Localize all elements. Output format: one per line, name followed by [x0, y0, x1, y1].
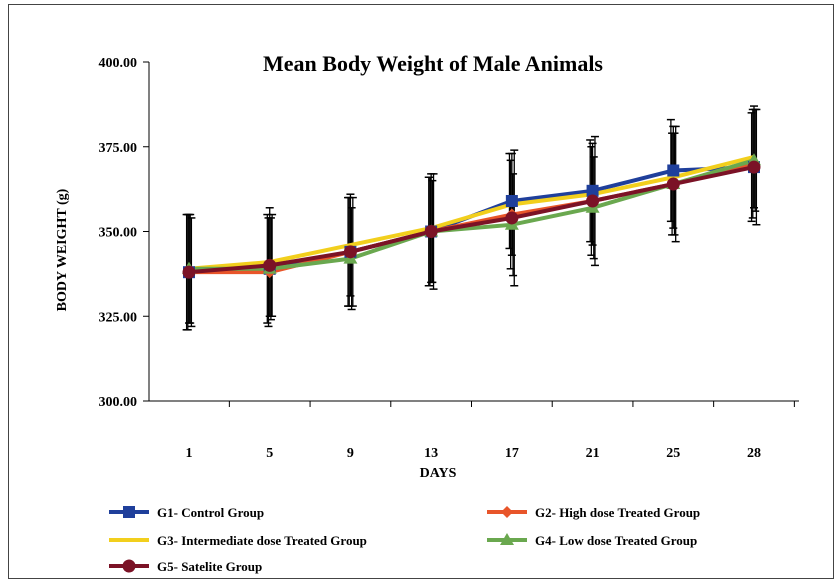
legend-label: G2- High dose Treated Group — [535, 505, 700, 520]
series-lines — [188, 154, 755, 275]
data-point — [747, 160, 761, 174]
series-line — [188, 165, 755, 275]
data-point — [667, 164, 680, 177]
legend-label: G1- Control Group — [157, 505, 264, 520]
data-point — [586, 194, 600, 208]
legend-swatch-marker — [123, 506, 135, 518]
data-point — [505, 211, 519, 225]
legend-swatch-marker — [500, 533, 514, 545]
y-tick-label: 375.00 — [99, 141, 138, 156]
data-point — [505, 194, 518, 207]
legend: G1- Control Group G2- High dose Treated G… — [109, 505, 700, 574]
y-tick-label: 350.00 — [99, 226, 138, 241]
data-point — [424, 225, 438, 238]
legend-item: G5- Satelite Group — [109, 559, 262, 574]
x-axis-label: DAYS — [420, 466, 457, 481]
y-tick-label: 325.00 — [99, 310, 138, 325]
y-axis-label: BODY WEIGHT (g) — [55, 188, 70, 311]
x-tick-label: 5 — [266, 446, 273, 461]
data-point — [263, 258, 277, 272]
x-tick-label: 28 — [747, 446, 761, 461]
data-point — [586, 184, 599, 197]
series-line — [188, 154, 755, 271]
x-tick-label: 25 — [666, 446, 680, 461]
chart-svg: Mean Body Weight of Male Animals DAYS BO… — [55, 51, 799, 574]
legend-item: G1- Control Group — [109, 505, 264, 520]
x-tick-label: 21 — [586, 446, 600, 461]
legend-item: G4- Low dose Treated Group — [487, 533, 697, 548]
legend-label: G4- Low dose Treated Group — [535, 533, 697, 548]
data-point — [182, 265, 196, 279]
x-tick-label: 13 — [424, 446, 438, 461]
legend-swatch-marker — [501, 506, 513, 518]
y-tick-label: 300.00 — [99, 395, 138, 410]
legend-label: G3- Intermediate dose Treated Group — [157, 533, 367, 548]
data-point — [343, 245, 357, 259]
x-tick-label: 9 — [347, 446, 354, 461]
y-tick-label: 400.00 — [99, 56, 138, 71]
x-tick-label: 1 — [186, 446, 193, 461]
legend-swatch-marker — [122, 559, 136, 573]
legend-label: G5- Satelite Group — [157, 559, 262, 574]
chart-frame: Mean Body Weight of Male Animals DAYS BO… — [8, 4, 834, 579]
data-point — [666, 177, 680, 191]
legend-item: G3- Intermediate dose Treated Group — [109, 533, 367, 548]
chart-title: Mean Body Weight of Male Animals — [263, 51, 603, 76]
legend-item: G2- High dose Treated Group — [487, 505, 700, 520]
series-markers — [182, 153, 761, 279]
x-tick-label: 17 — [505, 446, 519, 461]
axes: 300.00 325.00 350.00 375.00 400.00 1 5 9 13 17 21 2… — [99, 56, 799, 461]
